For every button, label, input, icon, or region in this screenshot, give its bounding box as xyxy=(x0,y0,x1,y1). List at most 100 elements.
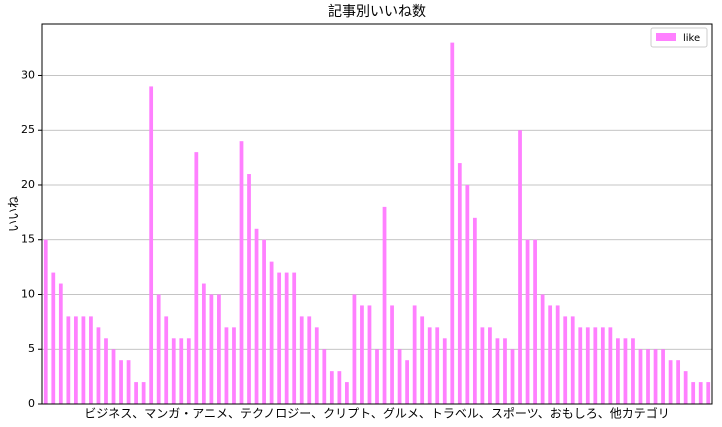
bar xyxy=(171,338,176,404)
bar xyxy=(307,316,312,404)
bar xyxy=(277,272,282,404)
bar xyxy=(540,294,545,404)
bar xyxy=(284,272,289,404)
bar xyxy=(555,305,560,404)
bar xyxy=(488,327,492,404)
bar xyxy=(405,360,409,404)
bar xyxy=(194,152,199,404)
bar xyxy=(412,305,417,404)
bar xyxy=(201,283,206,404)
bar xyxy=(141,382,146,404)
y-tick-label: 10 xyxy=(21,287,35,300)
bar xyxy=(420,316,425,404)
x-axis-label: ビジネス、マンガ・アニメ、テクノロジー、クリプト、グルメ、トラベル、スポーツ、お… xyxy=(84,406,670,421)
bar xyxy=(608,327,613,404)
bar xyxy=(119,360,123,404)
bar xyxy=(593,327,598,404)
bar xyxy=(156,294,161,404)
bar xyxy=(472,217,477,404)
bar xyxy=(653,349,658,404)
bar xyxy=(623,338,628,404)
bar xyxy=(209,294,214,404)
bar xyxy=(390,305,394,404)
bar xyxy=(570,316,575,404)
bar xyxy=(232,327,236,404)
bar xyxy=(638,349,643,404)
bar xyxy=(661,349,665,404)
bar xyxy=(247,174,251,404)
bar xyxy=(616,338,620,404)
bar xyxy=(510,349,515,404)
bar xyxy=(149,86,154,404)
bar xyxy=(179,338,184,404)
bar xyxy=(427,327,432,404)
bar xyxy=(81,316,86,404)
bar xyxy=(58,283,63,404)
bar xyxy=(465,184,470,404)
bar xyxy=(322,349,327,404)
bar xyxy=(329,371,334,404)
bar xyxy=(698,382,703,404)
bar xyxy=(345,382,349,404)
bar xyxy=(646,349,650,404)
bar xyxy=(89,316,93,404)
bar xyxy=(495,338,500,404)
bar xyxy=(126,360,131,404)
bar xyxy=(435,327,440,404)
bar xyxy=(104,338,108,404)
bar xyxy=(503,338,507,404)
bar xyxy=(254,228,259,404)
bar xyxy=(631,338,635,404)
legend-label: like xyxy=(683,33,700,44)
bar xyxy=(164,316,169,404)
legend-swatch xyxy=(656,33,676,41)
y-tick-label: 5 xyxy=(28,342,35,355)
bar xyxy=(397,349,402,404)
bar xyxy=(518,130,522,404)
bar xyxy=(111,349,116,404)
bar xyxy=(525,239,530,404)
bar xyxy=(217,294,221,404)
bar xyxy=(375,349,379,404)
plot-frame xyxy=(41,23,713,405)
bar xyxy=(585,327,590,404)
bar xyxy=(134,382,138,404)
bar xyxy=(691,382,696,404)
bar xyxy=(360,305,364,404)
bar xyxy=(269,261,274,404)
bar xyxy=(367,305,372,404)
bar xyxy=(578,327,583,404)
bar xyxy=(563,316,568,404)
bar xyxy=(442,338,447,404)
bar xyxy=(299,316,304,404)
bar xyxy=(51,272,56,404)
bar xyxy=(224,327,229,404)
y-tick-label: 20 xyxy=(21,178,35,191)
bar xyxy=(450,42,455,405)
bar xyxy=(548,305,553,404)
bar xyxy=(66,316,71,404)
bar xyxy=(314,327,319,404)
bar xyxy=(292,272,297,404)
bar xyxy=(262,239,266,404)
bar xyxy=(43,239,48,404)
y-tick-label: 0 xyxy=(28,397,35,410)
bar xyxy=(533,239,537,404)
y-tick-label: 25 xyxy=(21,123,35,136)
bar xyxy=(668,360,673,404)
legend-box xyxy=(650,27,708,48)
chart-title: 記事別いいね数 xyxy=(328,3,426,20)
bar xyxy=(683,371,688,404)
bar xyxy=(480,327,485,404)
bar xyxy=(706,382,711,404)
bar xyxy=(96,327,101,404)
bar xyxy=(186,338,191,404)
bar xyxy=(352,294,357,404)
bar xyxy=(239,141,244,405)
bar xyxy=(676,360,681,404)
y-tick-label: 30 xyxy=(21,68,35,81)
y-axis-label: いいね xyxy=(7,196,21,232)
y-tick-label: 15 xyxy=(21,233,35,246)
bar xyxy=(600,327,605,404)
